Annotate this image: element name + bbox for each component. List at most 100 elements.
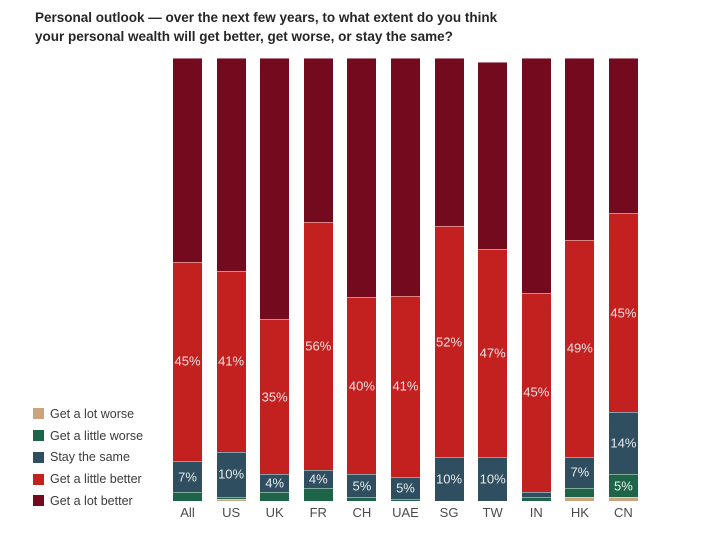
legend-label: Get a little better [50, 472, 142, 487]
segment-get-a-lot-better [521, 58, 551, 293]
chart-legend: Get a lot worse Get a little worse Stay th… [33, 403, 143, 512]
value-label: 52% [436, 334, 463, 350]
x-label-uae: UAE [392, 505, 419, 520]
bar-us: 48%41%10% [216, 58, 246, 501]
value-label: 40% [348, 378, 375, 394]
legend-swatch [33, 408, 44, 420]
plot-area: 46%45%7%48%41%10%59%35%4%37%56%4%54%40%5… [173, 58, 638, 501]
x-label-hk: HK [570, 505, 589, 520]
segment-get-a-little-better: 56% [303, 221, 333, 470]
value-label: 10% [479, 471, 506, 487]
bar-tw: 42%47%10% [478, 58, 508, 501]
x-label-tw: TW [482, 505, 503, 520]
value-label: 47% [479, 345, 506, 361]
value-label: 7% [570, 464, 590, 480]
segment-get-a-lot-better [347, 58, 377, 298]
segment-get-a-little-better: 41% [216, 270, 246, 453]
segment-get-a-little-worse [216, 496, 246, 499]
segment-get-a-lot-worse [565, 496, 595, 501]
segment-get-a-little-better: 45% [173, 261, 202, 462]
segment-get-a-lot-better [434, 58, 464, 227]
segment-get-a-lot-better [216, 58, 246, 271]
segment-stay-the-same: 7% [173, 461, 202, 493]
x-label-us: US [222, 505, 241, 520]
value-label: 7% [178, 469, 197, 485]
legend-label: Get a lot worse [50, 406, 135, 421]
value-label: 41% [392, 378, 419, 394]
segment-get-a-lot-better [565, 58, 595, 240]
segment-stay-the-same: 5% [347, 474, 377, 497]
value-label: 14% [610, 435, 637, 451]
value-label: 41% [218, 353, 245, 369]
value-label: 56% [305, 338, 332, 354]
value-label: 45% [610, 305, 637, 321]
x-label-sg: SG [439, 505, 459, 520]
legend-swatch [33, 451, 44, 463]
bar-uk: 59%35%4% [260, 58, 290, 501]
x-axis: All US UK FR CH UAE SG TW IN HK CN [173, 505, 638, 520]
segment-get-a-little-worse [565, 487, 595, 497]
value-label: 5% [614, 478, 633, 493]
bar-ch: 54%40%5% [347, 58, 377, 501]
bar-all: 46%45%7% [173, 58, 202, 501]
chart-title-line2: your personal wealth will get better, ge… [35, 29, 453, 44]
segment-stay-the-same: 10% [216, 452, 246, 497]
x-label-in: IN [529, 505, 543, 520]
bar-hk: 41%49%7% [565, 58, 595, 501]
segment-stay-the-same: 10% [434, 456, 464, 501]
segment-get-a-little-worse [347, 496, 377, 501]
segment-get-a-little-worse [260, 492, 290, 501]
x-label-uk: UK [265, 505, 284, 520]
value-label: 49% [566, 340, 593, 356]
chart-title: Personal outlook — over the next few yea… [35, 8, 595, 46]
value-label: 5% [396, 480, 415, 496]
segment-get-a-little-worse [173, 492, 202, 501]
segment-get-a-little-worse [390, 498, 420, 501]
segment-get-a-lot-better [173, 58, 202, 262]
x-label-all: All [180, 505, 195, 520]
segment-stay-the-same: 4% [260, 474, 290, 493]
legend-item-get-a-lot-worse: Get a lot worse [33, 403, 143, 425]
segment-stay-the-same [521, 492, 551, 497]
bar-uae: 54%41%5% [390, 58, 420, 501]
segment-stay-the-same: 14% [608, 412, 638, 475]
segment-stay-the-same: 7% [565, 456, 595, 488]
segment-get-a-little-better: 40% [347, 297, 377, 475]
segment-stay-the-same: 10% [478, 456, 508, 501]
segment-get-a-little-better: 45% [521, 292, 551, 493]
legend-swatch [33, 430, 44, 442]
value-label: 5% [352, 478, 372, 493]
x-label-cn: CN [614, 505, 633, 520]
segment-get-a-little-better: 41% [390, 296, 420, 477]
segment-get-a-little-better: 47% [478, 248, 508, 457]
value-label: 45% [174, 353, 201, 369]
legend-swatch [33, 473, 44, 485]
segment-get-a-lot-worse [608, 496, 638, 501]
x-label-fr: FR [309, 505, 327, 520]
bar-in: 53%45% [521, 58, 551, 501]
value-label: 4% [308, 471, 328, 487]
segment-get-a-lot-worse [216, 498, 246, 501]
chart-title-line1: Personal outlook — over the next few yea… [35, 10, 498, 25]
value-label: 10% [218, 466, 245, 482]
value-label: 45% [523, 384, 550, 400]
bar-sg: 38%52%10% [434, 58, 464, 501]
segment-get-a-little-worse [303, 487, 333, 501]
segment-get-a-little-worse: 5% [608, 474, 638, 497]
segment-get-a-lot-better [390, 58, 420, 297]
segment-get-a-little-better: 35% [260, 319, 290, 475]
segment-get-a-little-better: 52% [434, 226, 464, 457]
segment-get-a-lot-better [478, 62, 508, 249]
legend-item-get-a-little-worse: Get a little worse [33, 425, 143, 447]
segment-get-a-lot-better [260, 58, 290, 320]
segment-get-a-lot-better [303, 58, 333, 222]
segment-get-a-little-worse [521, 496, 551, 501]
segment-get-a-little-better: 49% [565, 239, 595, 457]
legend-label: Stay the same [50, 450, 130, 465]
segment-stay-the-same: 4% [303, 470, 333, 488]
legend-label: Get a lot better [50, 493, 133, 508]
legend-swatch [33, 495, 44, 507]
bar-cn: 35%45%14%5% [608, 58, 638, 501]
legend-item-get-a-lot-better: Get a lot better [33, 490, 143, 512]
value-label: 4% [265, 475, 285, 491]
